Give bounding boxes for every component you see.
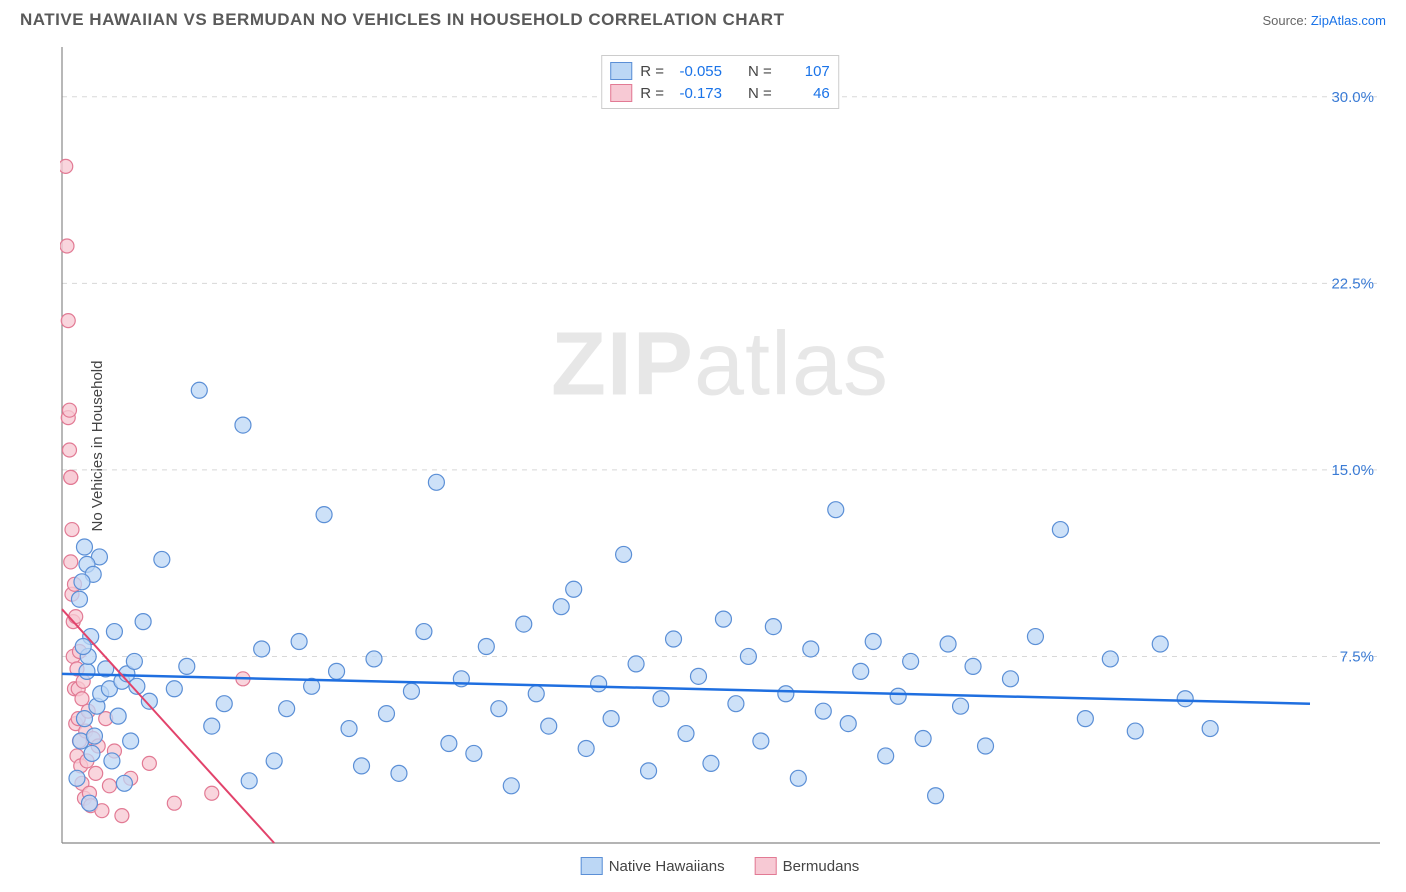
plot-area: ZIPatlas 7.5%15.0%22.5%30.0%0.0%100.0% R… <box>60 45 1380 845</box>
svg-text:15.0%: 15.0% <box>1331 462 1374 479</box>
swatch-series-1 <box>610 84 632 102</box>
n-label: N = <box>748 85 772 102</box>
svg-text:7.5%: 7.5% <box>1340 648 1374 665</box>
chart-header: NATIVE HAWAIIAN VS BERMUDAN NO VEHICLES … <box>0 0 1406 40</box>
source-attribution: Source: ZipAtlas.com <box>1262 13 1386 28</box>
legend-item-1: Bermudans <box>755 857 860 875</box>
swatch-series-0 <box>610 62 632 80</box>
n-label: N = <box>748 63 772 80</box>
stats-row-1: R = -0.173 N = 46 <box>610 82 830 104</box>
stats-row-0: R = -0.055 N = 107 <box>610 60 830 82</box>
legend-label-1: Bermudans <box>783 858 860 875</box>
r-label: R = <box>640 63 664 80</box>
r-value-1: -0.173 <box>672 85 722 102</box>
legend-swatch-0 <box>581 857 603 875</box>
n-value-0: 107 <box>780 63 830 80</box>
r-label: R = <box>640 85 664 102</box>
source-link[interactable]: ZipAtlas.com <box>1311 13 1386 28</box>
legend-label-0: Native Hawaiians <box>609 858 725 875</box>
scatter-plot: 7.5%15.0%22.5%30.0%0.0%100.0% <box>60 45 1380 845</box>
n-value-1: 46 <box>780 85 830 102</box>
r-value-0: -0.055 <box>672 63 722 80</box>
legend-swatch-1 <box>755 857 777 875</box>
stats-legend: R = -0.055 N = 107 R = -0.173 N = 46 <box>601 55 839 109</box>
chart-title: NATIVE HAWAIIAN VS BERMUDAN NO VEHICLES … <box>20 10 784 30</box>
series-legend: Native Hawaiians Bermudans <box>581 857 860 875</box>
svg-text:22.5%: 22.5% <box>1331 275 1374 292</box>
source-prefix: Source: <box>1262 13 1310 28</box>
svg-text:30.0%: 30.0% <box>1331 89 1374 106</box>
legend-item-0: Native Hawaiians <box>581 857 725 875</box>
